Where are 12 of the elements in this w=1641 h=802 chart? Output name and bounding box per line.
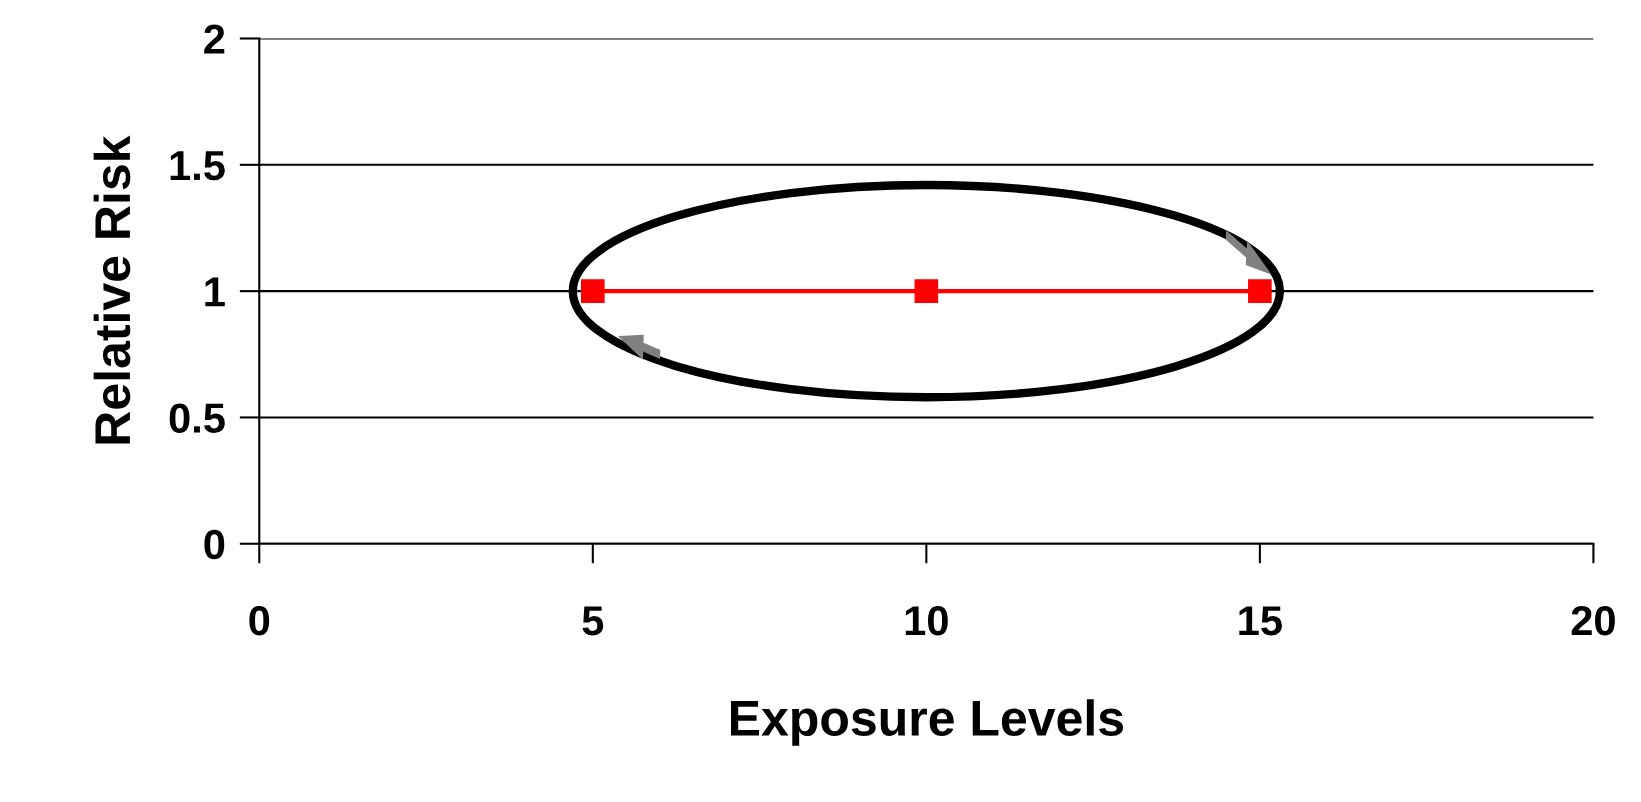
x-tick-label: 5 [582, 606, 604, 636]
y-tick-label: 1.5 [170, 151, 225, 181]
y-tick-label: 0 [204, 529, 225, 560]
y-tick-label: 0.5 [169, 403, 225, 433]
y-tick-label: 1 [205, 277, 225, 307]
y-axis-title: Relative Risk [93, 135, 131, 444]
x-tick-label: 20 [1571, 605, 1615, 636]
y-tick-label: 2 [204, 24, 225, 54]
x-tick-label: 15 [1239, 606, 1282, 636]
x-tick-label: 10 [905, 605, 948, 636]
x-tick-label: 0 [249, 605, 270, 636]
x-axis-title: Exposure Levels [731, 699, 1124, 746]
